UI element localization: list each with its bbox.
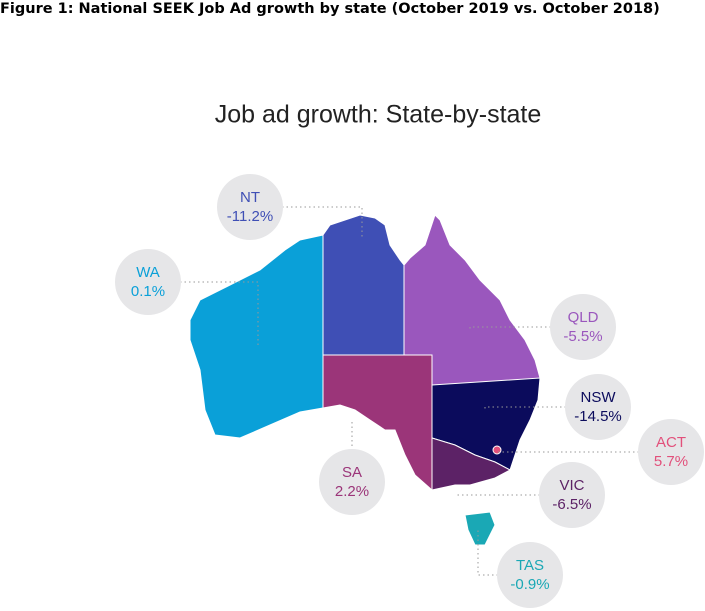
leader-line: [484, 406, 566, 410]
state-name: WA: [136, 264, 160, 281]
state-region: [322, 214, 405, 356]
value-label: -5.5%: [563, 328, 602, 345]
label-bubble: [217, 174, 283, 240]
leader-line: [469, 326, 551, 330]
chart-title: Job ad growth: State-by-state: [215, 101, 542, 129]
figure-caption: Figure 1: National SEEK Job Ad growth by…: [0, 1, 660, 17]
state-region: [464, 511, 496, 546]
state-region: [189, 234, 324, 439]
label-bubble: [550, 294, 616, 360]
value-label: -6.5%: [552, 496, 591, 513]
state-region: [431, 437, 512, 491]
leader-line: [180, 281, 259, 348]
state-name: QLD: [568, 309, 599, 326]
state-name: NT: [240, 189, 260, 206]
label-bubble: [319, 449, 385, 515]
state-name: ACT: [656, 434, 686, 451]
state-region: [403, 214, 541, 386]
value-label: -11.2%: [227, 208, 273, 225]
value-label: -0.9%: [510, 576, 549, 593]
leader-line: [496, 450, 639, 453]
value-label: 0.1%: [131, 283, 165, 300]
state-name: VIC: [559, 477, 584, 494]
state-name: NSW: [581, 389, 617, 406]
label-bubble: [638, 419, 704, 485]
label-bubble: [565, 374, 631, 440]
label-bubble: [115, 249, 181, 315]
value-label: 5.7%: [654, 453, 688, 470]
state-region: [492, 445, 502, 455]
state-name: SA: [342, 464, 362, 481]
value-label: 2.2%: [335, 483, 369, 500]
value-label: -14.5%: [574, 408, 622, 425]
state-name: TAS: [516, 557, 544, 574]
label-bubble: [539, 462, 605, 528]
label-bubble: [497, 542, 563, 608]
